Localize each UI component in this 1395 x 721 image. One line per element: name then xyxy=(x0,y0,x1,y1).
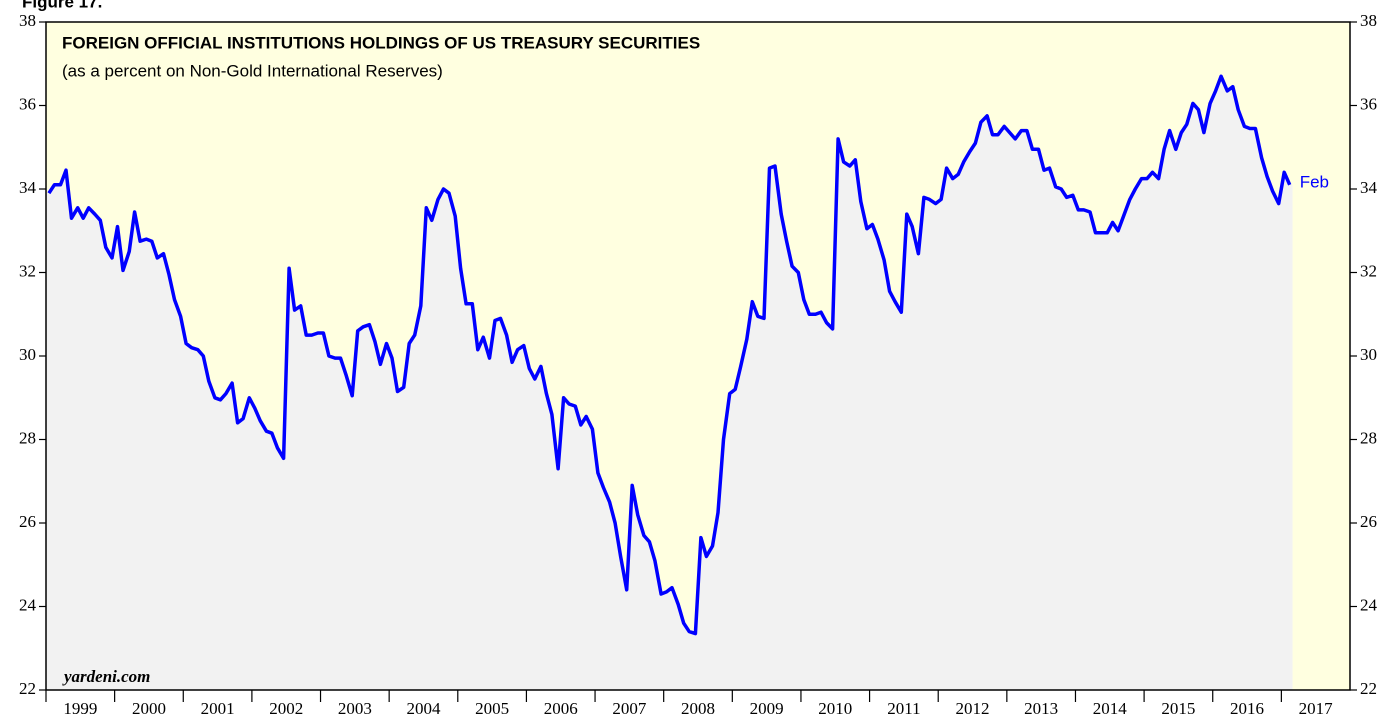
x-tick-label: 2009 xyxy=(750,699,784,718)
x-tick-label: 2005 xyxy=(475,699,509,718)
x-tick-label: 2000 xyxy=(132,699,166,718)
x-tick-label: 2008 xyxy=(681,699,715,718)
chart-subtitle: (as a percent on Non-Gold International … xyxy=(62,61,443,80)
x-tick-label: 2006 xyxy=(544,699,578,718)
y2-tick-label: 30 xyxy=(1360,345,1377,364)
figure-label: Figure 17. xyxy=(22,0,102,11)
x-tick-label: 2013 xyxy=(1024,699,1058,718)
x-tick-label: 2011 xyxy=(887,699,920,718)
x-tick-label: 2002 xyxy=(269,699,303,718)
y-tick-label: 38 xyxy=(19,11,36,30)
y2-tick-label: 24 xyxy=(1360,595,1378,614)
x-tick-label: 2015 xyxy=(1161,699,1195,718)
y-tick-label: 32 xyxy=(19,261,36,280)
x-tick-label: 2016 xyxy=(1230,699,1264,718)
x-tick-label: 2007 xyxy=(612,699,647,718)
y2-tick-label: 22 xyxy=(1360,679,1377,698)
y2-tick-label: 26 xyxy=(1360,512,1377,531)
x-tick-label: 2014 xyxy=(1093,699,1128,718)
x-tick-label: 2017 xyxy=(1299,699,1334,718)
x-tick-label: 1999 xyxy=(63,699,97,718)
y-tick-label: 36 xyxy=(19,94,36,113)
source: yardeni.com xyxy=(62,667,150,686)
x-tick-label: 2010 xyxy=(818,699,852,718)
y-tick-label: 28 xyxy=(19,428,36,447)
y-tick-label: 24 xyxy=(19,595,37,614)
line xyxy=(47,74,1292,636)
y2-tick-label: 32 xyxy=(1360,261,1377,280)
y2-tick-label: 28 xyxy=(1360,428,1377,447)
y2-tick-label: 36 xyxy=(1360,94,1377,113)
x-tick-label: 2012 xyxy=(956,699,990,718)
y2-tick-label: 34 xyxy=(1360,178,1378,197)
y-tick-label: 30 xyxy=(19,345,36,364)
y-tick-label: 22 xyxy=(19,679,36,698)
y2-tick-label: 38 xyxy=(1360,11,1377,30)
chart-title: FOREIGN OFFICIAL INSTITUTIONS HOLDINGS O… xyxy=(62,33,700,52)
annotation: Feb xyxy=(1300,172,1329,191)
x-tick-label: 2001 xyxy=(201,699,235,718)
x-tick-label: 2004 xyxy=(406,699,441,718)
y-tick-label: 26 xyxy=(19,512,36,531)
area-fill xyxy=(46,76,1293,691)
x-tick-label: 2003 xyxy=(338,699,372,718)
y-tick-label: 34 xyxy=(19,178,37,197)
